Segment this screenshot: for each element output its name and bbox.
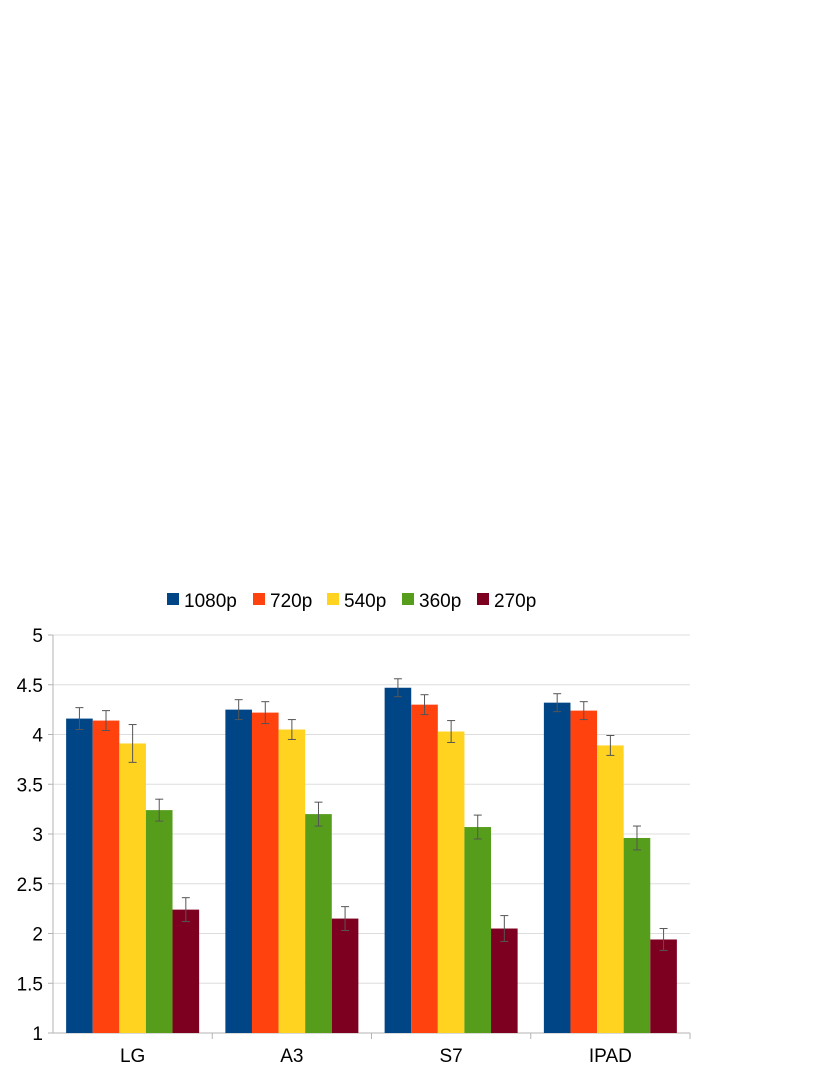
bar-360p-LG [145,810,173,1033]
legend-swatch-360p [402,593,414,605]
y-tick-labels: 1 1.5 2 2.5 3 3.5 4 4.5 5 [17,626,44,1045]
bar-270p-IPAD [650,939,677,1033]
bar-540p-A3 [278,729,306,1033]
x-tick-labels: LG A3 S7 IPAD [120,1046,632,1067]
y-tick-label: 4.5 [17,676,43,697]
legend-label-270p: 270p [494,591,536,612]
y-tick-label: 3 [32,825,43,846]
y-tick-label: 4 [32,726,43,747]
bar-540p-LG [119,743,146,1033]
y-tick-label: 5 [32,626,43,647]
legend-label-720p: 720p [270,591,312,612]
bar-720p-A3 [251,712,279,1033]
bar-720p-LG [92,720,120,1033]
x-tick-label: A3 [280,1046,303,1067]
x-tick-label: IPAD [589,1046,632,1067]
bar-360p-IPAD [623,837,651,1033]
bar-360p-S7 [464,827,492,1033]
bar-270p-LG [172,909,200,1033]
bar-1080p-IPAD [543,702,571,1033]
bar-360p-A3 [305,814,332,1033]
y-tick-label: 1 [32,1024,43,1045]
bar-720p-IPAD [570,710,598,1033]
legend: 1080p 720p 540p 360p 270p [167,591,536,612]
legend-label-540p: 540p [344,591,386,612]
x-tick-label: LG [120,1046,145,1067]
legend-label-360p: 360p [419,591,461,612]
legend-swatch-720p [253,593,265,605]
bar-540p-S7 [437,731,465,1033]
legend-swatch-1080p [167,593,179,605]
y-tick-label: 3.5 [17,775,43,796]
y-tick-label: 2 [32,925,43,946]
bar-270p-A3 [331,918,359,1033]
legend-swatch-540p [327,593,339,605]
y-tick-label: 2.5 [17,875,43,896]
bar-1080p-LG [66,718,93,1033]
y-tick-label: 1.5 [17,974,43,995]
bar-270p-S7 [491,928,518,1033]
legend-label-1080p: 1080p [184,591,237,612]
bars [66,687,677,1033]
legend-swatch-270p [477,593,489,605]
bar-720p-S7 [411,704,438,1033]
error-bars [75,678,668,951]
bar-1080p-A3 [225,709,252,1033]
bar-1080p-S7 [384,687,412,1033]
bar-540p-IPAD [597,745,624,1033]
x-tick-label: S7 [440,1046,463,1067]
